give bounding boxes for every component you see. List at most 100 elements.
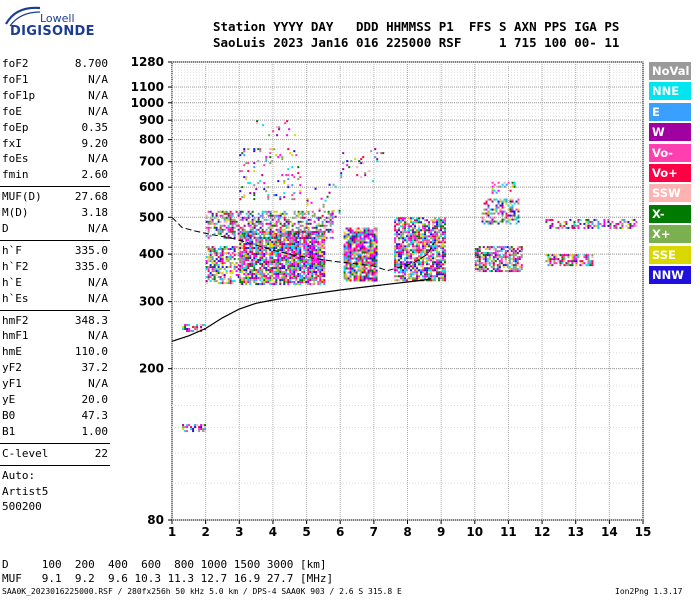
echo-point: [371, 249, 374, 252]
echo-point: [245, 277, 248, 280]
echo-point: [444, 253, 447, 256]
echo-point: [229, 216, 232, 219]
echo-point: [438, 251, 441, 254]
echo-point: [305, 247, 308, 250]
echo-point: [369, 255, 372, 258]
echo-point: [253, 216, 256, 219]
echo-point: [408, 245, 411, 248]
echo-point: [369, 247, 372, 250]
logo-line2: DIGISONDE: [10, 24, 95, 39]
echo-point: [182, 428, 185, 431]
echo-point: [263, 275, 266, 278]
echo-point: [373, 261, 376, 264]
echo-point: [355, 229, 358, 232]
echo-point: [442, 237, 445, 240]
echo-point: [432, 225, 435, 228]
echo-point: [247, 230, 250, 233]
echo-point: [275, 243, 278, 246]
echo-point: [615, 224, 618, 227]
echo-point: [283, 182, 286, 185]
echo-point: [349, 259, 352, 262]
echo-point: [400, 219, 403, 222]
echo-point: [482, 266, 485, 269]
echo-point: [418, 227, 421, 230]
echo-point: [253, 218, 256, 221]
echo-point: [343, 249, 346, 252]
echo-point: [375, 251, 378, 254]
echo-point: [277, 261, 280, 264]
echo-point: [293, 222, 296, 225]
echo-point: [188, 330, 191, 333]
echo-point: [351, 229, 354, 232]
echo-point: [281, 259, 284, 262]
echo-point: [273, 247, 276, 250]
echo-point: [321, 234, 324, 237]
echo-point: [237, 236, 240, 239]
echo-point: [355, 235, 358, 238]
echo-point: [243, 273, 246, 276]
echo-point: [629, 224, 632, 227]
param-key: fxI: [2, 136, 22, 150]
echo-point: [493, 198, 496, 201]
echo-point: [299, 247, 302, 250]
echo-point: [241, 263, 244, 266]
echo-point: [299, 216, 302, 219]
echo-point: [196, 330, 199, 333]
echo-point: [474, 252, 477, 255]
echo-point: [515, 218, 518, 221]
echo-point: [275, 255, 278, 258]
echo-point: [359, 235, 362, 238]
y-tick-label: 600: [139, 180, 164, 194]
echo-point: [491, 187, 494, 190]
echo-point: [440, 245, 443, 248]
echo-point: [406, 265, 409, 268]
echo-point: [440, 271, 443, 274]
echo-point: [182, 328, 185, 331]
echo-point: [510, 258, 513, 261]
echo-point: [593, 218, 596, 221]
echo-point: [188, 424, 191, 427]
echo-point: [231, 252, 234, 255]
param-key: foE: [2, 104, 22, 118]
echo-point: [287, 218, 290, 221]
echo-point: [430, 265, 433, 268]
echo-point: [353, 267, 356, 270]
echo-point: [359, 271, 362, 274]
echo-point: [293, 257, 296, 260]
echo-point: [363, 237, 366, 240]
echo-point: [359, 261, 362, 264]
echo-point: [279, 269, 282, 272]
echo-point: [283, 259, 286, 262]
echo-point: [474, 248, 477, 251]
echo-point: [402, 277, 405, 280]
echo-point: [351, 249, 354, 252]
echo-point: [295, 269, 298, 272]
echo-point: [263, 218, 266, 221]
echo-point: [520, 250, 523, 253]
param-value: N/A: [88, 104, 108, 118]
echo-point: [609, 226, 612, 229]
echo-point: [493, 183, 496, 186]
echo-point: [363, 247, 366, 250]
echo-point: [245, 234, 248, 237]
echo-point: [476, 260, 479, 263]
legend-item-ssw: SSW: [649, 184, 691, 203]
echo-point: [215, 270, 218, 273]
echo-point: [307, 261, 310, 264]
echo-point: [438, 231, 441, 234]
echo-point: [269, 245, 272, 248]
echo-point: [430, 233, 433, 236]
echo-point: [426, 225, 429, 228]
echo-point: [371, 257, 374, 260]
echo-point: [444, 231, 447, 234]
echo-point: [422, 269, 425, 272]
echo-point: [567, 264, 570, 267]
echo-point: [299, 192, 302, 195]
echo-point: [213, 226, 216, 229]
echo-point: [257, 269, 260, 272]
echo-point: [271, 259, 274, 262]
echo-point: [293, 232, 296, 235]
echo-point: [338, 209, 341, 212]
echo-point: [497, 181, 500, 184]
echo-point: [241, 241, 244, 244]
